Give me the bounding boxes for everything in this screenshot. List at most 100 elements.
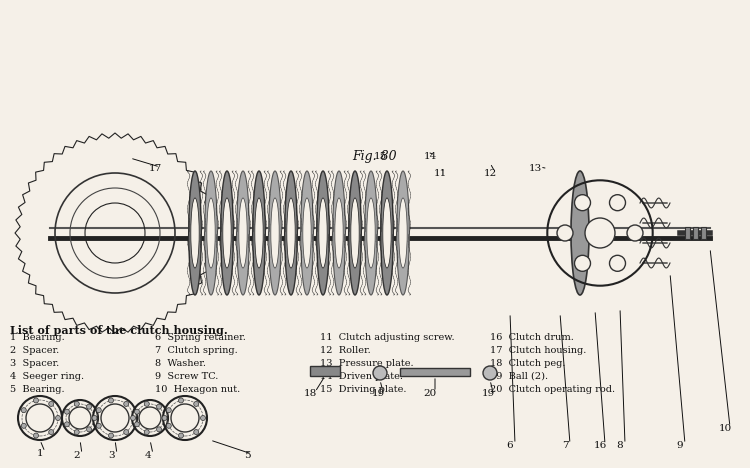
Circle shape [144,402,149,406]
Text: 2: 2 [74,451,80,460]
Text: 4  Seeger ring.: 4 Seeger ring. [10,372,84,381]
Circle shape [130,416,136,421]
Text: 13  Pressure plate.: 13 Pressure plate. [320,359,414,368]
Circle shape [194,430,199,435]
Text: 7: 7 [562,441,568,450]
Ellipse shape [397,171,410,295]
Text: 9: 9 [676,441,683,450]
Text: 17  Clutch housing.: 17 Clutch housing. [490,346,586,355]
Circle shape [627,225,643,241]
Text: 14  Driven plate.: 14 Driven plate. [320,372,403,381]
Circle shape [64,422,70,427]
Text: 13: 13 [528,164,542,173]
Ellipse shape [334,198,344,268]
Text: 6  Spring retainer.: 6 Spring retainer. [155,333,246,342]
Circle shape [144,430,149,435]
Text: 3  Spacer.: 3 Spacer. [10,359,59,368]
Ellipse shape [381,171,393,295]
Text: 20  Clutch operating rod.: 20 Clutch operating rod. [490,385,615,394]
Circle shape [64,409,70,414]
Ellipse shape [220,171,233,295]
Text: 6: 6 [507,441,513,450]
Circle shape [86,404,92,409]
Ellipse shape [333,171,345,295]
Bar [701,227,706,239]
Circle shape [483,366,497,380]
Circle shape [557,225,573,241]
Circle shape [162,416,167,421]
Text: 17: 17 [148,164,162,173]
Text: 16: 16 [593,441,607,450]
Text: 16  Clutch drum.: 16 Clutch drum. [490,333,574,342]
Text: 8  Washer.: 8 Washer. [155,359,206,368]
Circle shape [200,416,206,421]
Ellipse shape [382,198,392,268]
Circle shape [49,430,54,435]
Circle shape [86,427,92,432]
Bar [685,227,690,239]
Text: 19: 19 [371,389,385,398]
Ellipse shape [286,198,296,268]
Text: 11  Clutch adjusting screw.: 11 Clutch adjusting screw. [320,333,454,342]
Circle shape [109,433,113,438]
Ellipse shape [271,198,279,268]
Circle shape [166,408,171,413]
Circle shape [610,256,626,271]
Circle shape [178,433,184,438]
Text: 5: 5 [244,451,250,460]
Circle shape [96,424,101,428]
Bar [693,227,698,239]
Text: 1: 1 [37,449,44,458]
Text: Fig. 80: Fig. 80 [352,150,398,163]
Ellipse shape [268,171,281,295]
Circle shape [124,402,129,406]
Ellipse shape [349,171,361,295]
Text: List of parts of the clutch housing.: List of parts of the clutch housing. [10,325,228,336]
Text: 9  Screw TC.: 9 Screw TC. [155,372,218,381]
Text: 14: 14 [423,152,436,161]
Circle shape [49,402,54,406]
Text: 12  Roller.: 12 Roller. [320,346,370,355]
Circle shape [134,422,140,427]
Ellipse shape [205,171,218,295]
Text: 10: 10 [718,424,731,433]
Ellipse shape [223,198,231,268]
Ellipse shape [207,198,215,268]
Text: 4: 4 [145,451,152,460]
Bar [310,366,340,376]
Ellipse shape [190,198,200,268]
Ellipse shape [367,198,375,268]
Text: 5  Bearing.: 5 Bearing. [10,385,64,394]
Circle shape [21,424,26,428]
Ellipse shape [571,171,589,295]
Text: 7  Clutch spring.: 7 Clutch spring. [155,346,238,355]
Text: 2  Spacer.: 2 Spacer. [10,346,59,355]
Circle shape [34,433,38,438]
Circle shape [373,366,387,380]
Ellipse shape [189,171,201,295]
Circle shape [194,402,199,406]
Circle shape [157,427,161,432]
Text: 19: 19 [482,389,495,398]
Text: 10  Hexagon nut.: 10 Hexagon nut. [155,385,240,394]
Circle shape [92,416,97,421]
Text: 12: 12 [483,169,496,178]
Ellipse shape [237,171,249,295]
Ellipse shape [255,198,263,268]
Text: 15: 15 [374,152,387,161]
Text: 18  Clutch peg.: 18 Clutch peg. [490,359,566,368]
Circle shape [574,195,590,211]
Circle shape [21,408,26,413]
Ellipse shape [399,198,407,268]
Text: 1  Bearing.: 1 Bearing. [10,333,64,342]
Circle shape [96,408,101,413]
Circle shape [157,404,161,409]
Circle shape [178,398,184,403]
Circle shape [109,398,113,403]
Ellipse shape [303,198,311,268]
Ellipse shape [285,171,297,295]
Ellipse shape [253,171,266,295]
Text: 11: 11 [433,169,447,178]
Text: 20: 20 [423,389,436,398]
Bar [400,368,470,376]
